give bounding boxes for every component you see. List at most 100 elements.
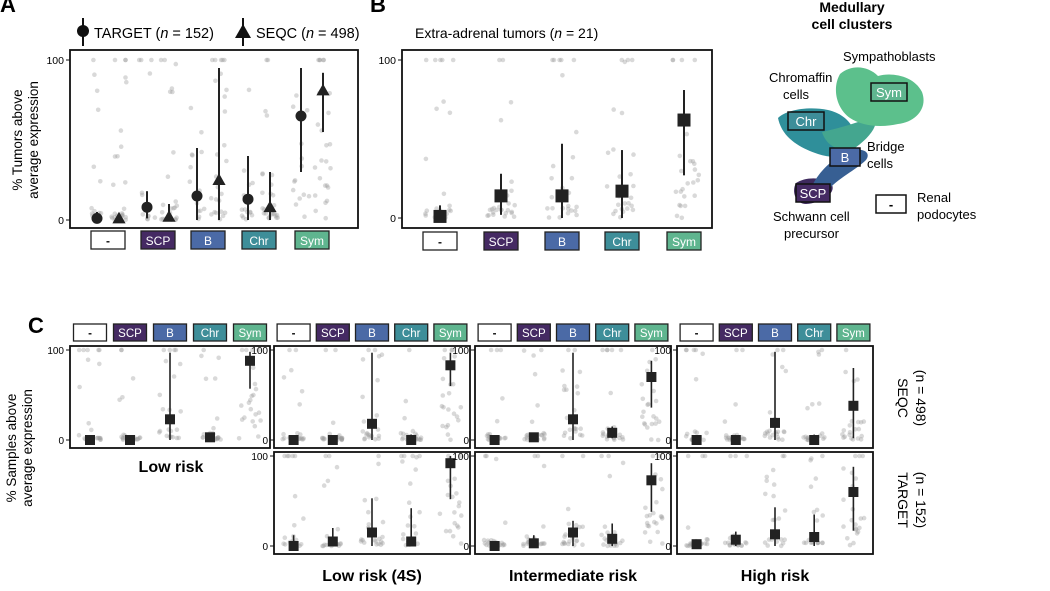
sample-point	[502, 435, 507, 441]
sample-point	[452, 510, 457, 515]
median-point	[445, 360, 456, 371]
median-point	[316, 83, 330, 96]
sample-point	[646, 401, 651, 407]
sample-point	[843, 369, 848, 375]
sample-point	[203, 376, 209, 382]
sample-point	[218, 209, 224, 214]
sample-point	[339, 436, 344, 441]
panel-a-legend: TARGET (n = 152) SEQC (n = 498)	[77, 18, 360, 46]
sample-point	[320, 436, 325, 441]
sample-point	[485, 213, 490, 218]
sample-point	[565, 210, 571, 216]
sample-point	[324, 198, 330, 204]
sample-point	[505, 207, 511, 213]
panel-c-cell: 0 100	[251, 451, 471, 555]
sample-point	[240, 215, 246, 220]
svg-text:average expression: average expression	[20, 389, 35, 507]
sample-point	[295, 431, 300, 436]
umap-box-neg-label: -	[889, 197, 893, 212]
sample-point	[500, 57, 506, 63]
sample-point	[282, 542, 288, 547]
sample-point	[398, 430, 404, 436]
sample-point	[783, 368, 789, 374]
sample-point	[691, 347, 697, 353]
legend-seqc: SEQC (n = 498)	[256, 26, 360, 42]
sample-point	[212, 376, 218, 381]
sample-point	[733, 402, 738, 407]
category-label: SCP	[724, 328, 748, 340]
sample-point	[566, 541, 571, 547]
sample-point	[162, 57, 167, 63]
median-point	[568, 414, 578, 425]
sample-point	[417, 437, 423, 443]
sample-point	[446, 453, 451, 459]
sample-point	[320, 543, 325, 549]
sample-point	[300, 437, 305, 442]
sample-point	[264, 57, 269, 63]
sample-point	[684, 347, 689, 353]
median-point	[809, 532, 820, 542]
y-tick-label: 0	[58, 215, 64, 227]
sample-point	[215, 436, 220, 442]
sample-point	[446, 407, 451, 412]
sample-point	[559, 57, 564, 63]
sample-point	[198, 208, 203, 214]
sample-point	[550, 57, 555, 63]
sample-point	[366, 522, 372, 527]
sample-point	[599, 532, 604, 538]
legend-target: TARGET (n = 152)	[94, 26, 214, 42]
sample-point	[220, 213, 226, 219]
sample-point	[801, 435, 806, 440]
sample-point	[456, 418, 461, 423]
sample-point	[654, 521, 659, 526]
sample-point	[642, 421, 647, 426]
sample-point	[645, 523, 650, 528]
sample-point	[366, 434, 372, 440]
sample-point	[531, 353, 536, 358]
category-box-SCP	[483, 231, 519, 251]
sample-point	[842, 434, 848, 440]
sample-point	[522, 436, 527, 442]
sample-point	[847, 423, 853, 428]
sample-point	[542, 541, 547, 546]
sample-point	[629, 57, 635, 63]
sample-point	[651, 510, 656, 516]
sample-point	[290, 104, 296, 109]
sample-point	[437, 511, 443, 517]
median-point	[615, 184, 629, 198]
sample-point	[377, 536, 382, 542]
sample-point	[298, 542, 304, 547]
sample-point	[811, 509, 817, 515]
sample-point	[487, 207, 493, 213]
sample-point	[372, 437, 378, 442]
sample-point	[762, 540, 768, 545]
sample-point	[256, 347, 261, 353]
sample-point	[286, 453, 292, 459]
sample-point	[364, 430, 370, 436]
sample-point	[657, 453, 662, 459]
sample-point	[616, 202, 621, 208]
sample-point	[491, 212, 496, 217]
sample-point	[659, 516, 665, 521]
sample-point	[123, 214, 128, 220]
sample-point	[803, 434, 808, 440]
sample-point	[764, 478, 769, 484]
sample-point	[137, 435, 143, 440]
sample-point	[521, 543, 526, 548]
sample-point	[722, 419, 728, 424]
sample-point	[91, 164, 97, 170]
sample-point	[246, 400, 252, 406]
sample-point	[285, 453, 290, 459]
sample-point	[265, 57, 271, 63]
sample-point	[222, 143, 227, 148]
sample-point	[728, 453, 733, 459]
sample-point	[684, 131, 690, 137]
sample-point	[339, 435, 345, 441]
sample-point	[535, 453, 541, 459]
panel-letter-c: C	[28, 313, 44, 338]
sample-point	[740, 347, 745, 353]
sample-point	[509, 210, 514, 216]
median-point	[568, 527, 578, 538]
category-box-neg	[276, 323, 311, 342]
sample-point	[274, 215, 279, 220]
